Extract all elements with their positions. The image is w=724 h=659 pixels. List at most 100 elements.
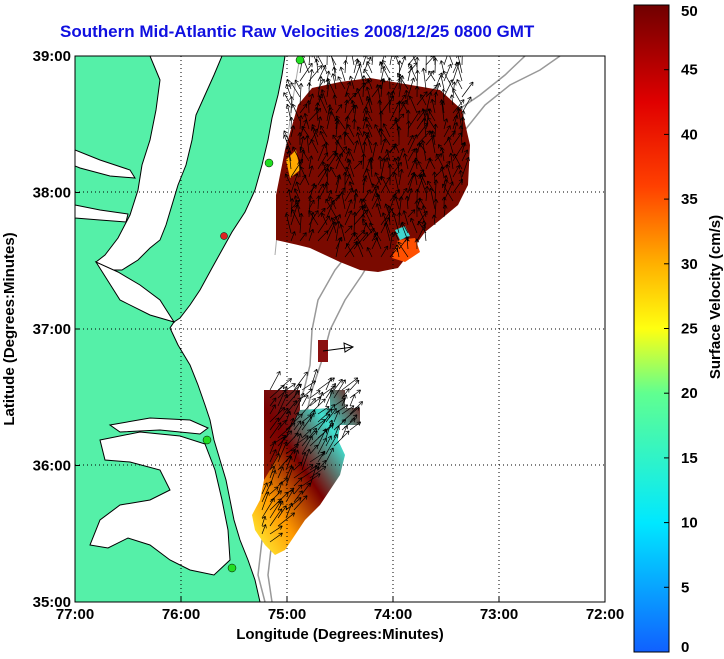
- velocity-arrow: [455, 61, 463, 82]
- velocity-arrow: [344, 151, 350, 162]
- velocity-arrow: [297, 132, 303, 146]
- velocity-arrow: [301, 448, 311, 471]
- velocity-arrow: [301, 427, 317, 447]
- velocity-arrow: [353, 193, 359, 210]
- velocity-arrow: [427, 180, 436, 194]
- velocity-arrow: [398, 94, 406, 106]
- velocity-arrow: [416, 172, 426, 194]
- velocity-arrow: [434, 56, 436, 66]
- velocity-arrow: [261, 524, 267, 535]
- colorbar-tick-label: 10: [681, 515, 698, 532]
- velocity-arrow: [443, 174, 448, 186]
- velocity-arrow: [335, 214, 342, 226]
- velocity-arrow: [335, 135, 342, 146]
- velocity-arrow: [368, 158, 373, 178]
- velocity-arrow: [320, 125, 328, 138]
- velocity-arrow: [345, 243, 355, 258]
- velocity-arrow: [325, 419, 334, 439]
- velocity-arrow: [366, 247, 373, 258]
- velocity-arrow: [387, 164, 393, 186]
- velocity-arrow: [398, 56, 407, 74]
- velocity-arrow: [408, 95, 418, 114]
- velocity-arrow: [353, 160, 363, 170]
- velocity-arrow: [332, 134, 346, 154]
- velocity-arrow: [432, 171, 437, 186]
- velocity-arrow: [398, 75, 405, 98]
- velocity-arrow: [320, 89, 328, 106]
- velocity-arrow: [381, 212, 391, 234]
- velocity-arrow: [334, 120, 340, 138]
- velocity-arrow: [317, 391, 324, 407]
- velocity-arrow: [297, 160, 302, 178]
- velocity-arrow: [407, 159, 417, 178]
- velocity-arrow: [379, 61, 391, 82]
- velocity-arrow: [366, 110, 373, 122]
- velocity-arrow: [325, 377, 333, 391]
- velocity-arrow: [333, 379, 346, 399]
- velocity-arrow: [317, 152, 329, 170]
- velocity-arrow: [269, 397, 277, 407]
- velocity-arrow: [394, 244, 400, 258]
- velocity-arrow: [404, 195, 410, 210]
- velocity-arrow: [308, 165, 314, 178]
- velocity-arrow: [362, 205, 373, 226]
- colorbar-tick-label: 45: [681, 62, 698, 79]
- velocity-arrow: [416, 210, 428, 226]
- x-tick-label: 76:00: [162, 606, 200, 623]
- velocity-arrow: [416, 91, 428, 106]
- velocity-arrow: [402, 210, 409, 226]
- velocity-arrow: [460, 116, 466, 138]
- velocity-arrow: [290, 125, 296, 138]
- velocity-arrow: [326, 221, 337, 242]
- velocity-arrow: [293, 477, 303, 487]
- colorbar-tick-label: 0: [681, 639, 689, 656]
- velocity-arrow: [348, 75, 355, 90]
- velocity-arrow: [355, 240, 364, 258]
- velocity-arrow: [428, 158, 436, 170]
- velocity-arrow: [269, 422, 282, 439]
- velocity-arrow: [349, 393, 356, 407]
- velocity-arrow: [301, 380, 317, 391]
- velocity-arrow: [335, 115, 346, 130]
- velocity-arrow: [289, 96, 294, 114]
- velocity-arrow: [344, 199, 353, 218]
- velocity-arrow: [421, 67, 427, 90]
- velocity-arrow: [344, 187, 353, 202]
- velocity-arrow: [389, 78, 401, 98]
- velocity-arrow: [434, 160, 451, 178]
- velocity-arrow: [293, 490, 303, 503]
- velocity-arrow: [380, 138, 387, 154]
- velocity-arrow: [365, 134, 373, 154]
- velocity-arrow: [403, 153, 409, 170]
- velocity-arrow: [404, 89, 409, 106]
- velocity-arrow: [430, 98, 436, 114]
- velocity-arrow: [314, 106, 319, 122]
- velocity-arrow: [433, 57, 438, 74]
- velocity-arrow: [269, 417, 280, 431]
- velocity-arrow: [317, 230, 329, 242]
- velocity-arrow: [269, 370, 281, 391]
- velocity-arrow: [347, 148, 355, 162]
- velocity-arrow: [395, 156, 401, 178]
- velocity-arrow: [301, 412, 315, 431]
- velocity-arrow: [365, 168, 373, 186]
- velocity-arrow: [326, 111, 333, 130]
- velocity-arrow: [283, 92, 292, 106]
- chart-title: Southern Mid-Atlantic Raw Velocities 200…: [60, 22, 535, 41]
- velocity-arrow: [341, 388, 350, 399]
- y-axis: 39:00 38:00 37:00 36:00 35:00: [33, 48, 80, 611]
- velocity-arrow: [326, 104, 332, 122]
- velocity-arrow: [453, 153, 463, 170]
- velocity-arrow: [365, 86, 373, 106]
- velocity-arrow: [356, 126, 364, 138]
- velocity-arrow: [392, 172, 400, 194]
- velocity-arrow: [301, 429, 312, 439]
- velocity-arrow: [377, 155, 383, 170]
- velocity-arrow: [458, 125, 464, 146]
- velocity-arrow: [301, 394, 309, 407]
- velocity-arrow: [443, 56, 450, 66]
- velocity-arrow: [317, 184, 328, 202]
- velocity-arrow: [299, 103, 308, 114]
- velocity-arrow: [293, 461, 303, 471]
